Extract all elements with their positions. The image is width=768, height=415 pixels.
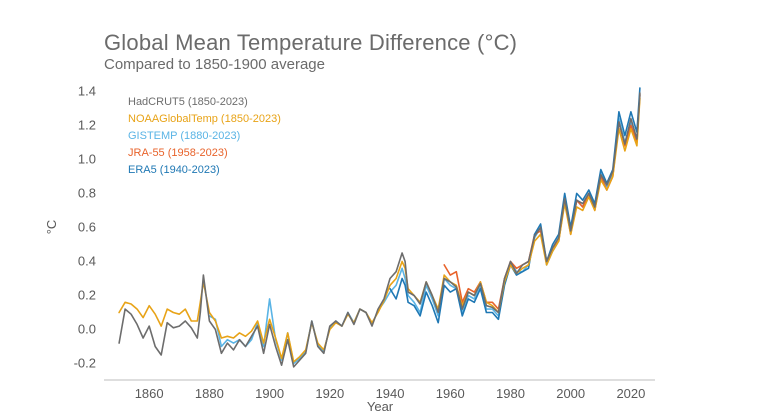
x-tick-label: 1920 <box>315 386 344 401</box>
x-tick-label: 1880 <box>195 386 224 401</box>
y-tick-label: 1.4 <box>78 83 96 98</box>
y-tick-label: 1.2 <box>78 117 96 132</box>
y-tick-label: 1.0 <box>78 151 96 166</box>
y-tick-label: -0.2 <box>74 355 96 370</box>
x-tick-label: 2000 <box>556 386 585 401</box>
series-line-2 <box>208 94 641 365</box>
legend-entry: ERA5 (1940-2023) <box>128 164 220 176</box>
x-tick-label: 2020 <box>616 386 645 401</box>
y-tick-label: 0.0 <box>78 321 96 336</box>
legend-entry: JRA-55 (1958-2023) <box>128 147 228 159</box>
x-tick-labels: 1860 1880 1900 1920 1940 1960 1980 2000 2020 <box>135 386 646 401</box>
legend: HadCRUT5 (1850-2023) NOAAGlobalTemp (1850… <box>128 96 281 176</box>
legend-entry: GISTEMP (1880-2023) <box>128 130 240 142</box>
y-tick-label: 0.8 <box>78 185 96 200</box>
x-tick-label: 1900 <box>255 386 284 401</box>
series-line-0 <box>118 92 641 368</box>
series-lines <box>118 87 641 368</box>
series-line-3 <box>443 94 641 310</box>
y-tick-label: 0.2 <box>78 287 96 302</box>
legend-entry: NOAAGlobalTemp (1850-2023) <box>128 113 281 125</box>
y-axis-label: °C <box>44 220 59 235</box>
y-tick-labels: -0.2 0.0 0.2 0.4 0.6 0.8 1.0 1.2 1.4 <box>74 83 96 370</box>
chart-title: Global Mean Temperature Difference (°C) <box>104 30 518 55</box>
x-tick-label: 1980 <box>496 386 525 401</box>
chart-subtitle: Compared to 1850-1900 average <box>104 56 325 73</box>
legend-entry: HadCRUT5 (1850-2023) <box>128 96 248 108</box>
x-axis-label: Year <box>367 399 394 414</box>
x-tick-label: 1940 <box>376 386 405 401</box>
y-tick-label: 0.6 <box>78 219 96 234</box>
y-tick-label: 0.4 <box>78 253 96 268</box>
x-tick-label: 1860 <box>135 386 164 401</box>
x-tick-label: 1960 <box>436 386 465 401</box>
